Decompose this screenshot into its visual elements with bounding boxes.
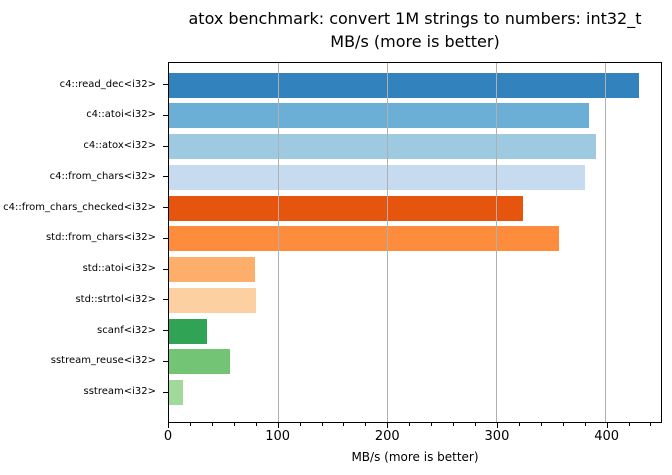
x-minor-tick xyxy=(211,423,213,426)
bar-c4-from-chars-i32- xyxy=(169,164,586,190)
x-minor-tick xyxy=(562,423,564,426)
x-minor-tick xyxy=(365,423,367,426)
bar-c4-read-dec-i32- xyxy=(169,72,639,98)
y-axis-labels: c4::read_dec<i32>c4::atoi<i32>c4::atox<i… xyxy=(0,69,156,407)
y-tick-label: c4::read_dec<i32> xyxy=(59,78,156,90)
bar-c4-from-chars-checked-i32- xyxy=(169,195,523,221)
y-tick-label: c4::from_chars_checked<i32> xyxy=(3,201,156,213)
y-tick-mark xyxy=(163,330,168,332)
bar-row xyxy=(169,254,661,285)
plot-area xyxy=(168,62,662,423)
y-tick-mark xyxy=(163,176,168,178)
gridline-x-300 xyxy=(496,63,498,422)
bar-row xyxy=(169,285,661,316)
y-tick-mark xyxy=(163,237,168,239)
bar-c4-atox-i32- xyxy=(169,134,597,160)
x-minor-tick xyxy=(431,423,433,426)
y-tick-mark xyxy=(163,391,168,393)
x-tick-label: 400 xyxy=(594,429,620,444)
x-major-tick xyxy=(496,423,498,428)
y-tick-mark xyxy=(163,115,168,116)
bar-row xyxy=(169,70,661,101)
x-tick-label: 300 xyxy=(484,429,510,444)
x-minor-tick xyxy=(475,423,477,426)
x-tick-label: 0 xyxy=(163,429,173,444)
x-minor-tick xyxy=(189,423,191,426)
gridline-x-400 xyxy=(605,63,607,422)
x-tick-label: 100 xyxy=(265,429,291,444)
y-tick-mark xyxy=(163,145,168,147)
chart-title-line2: MB/s (more is better) xyxy=(330,32,500,51)
x-major-tick xyxy=(168,423,169,428)
x-major-tick xyxy=(277,423,279,428)
bar-std-atoi-i32- xyxy=(169,257,256,283)
y-tick-mark xyxy=(163,360,168,362)
x-tick-label: 200 xyxy=(374,429,400,444)
bar-scanf-i32- xyxy=(169,318,208,344)
x-minor-tick xyxy=(518,423,520,426)
x-axis-label: MB/s (more is better) xyxy=(351,450,479,464)
y-tick-label: c4::from_chars<i32> xyxy=(49,170,156,182)
bar-row xyxy=(169,193,661,224)
y-tick-label: std::atoi<i32> xyxy=(82,263,156,275)
bar-c4-atoi-i32- xyxy=(169,103,590,129)
x-minor-tick xyxy=(255,423,257,426)
x-minor-tick xyxy=(584,423,586,426)
bar-sstream-reuse-i32- xyxy=(169,349,231,375)
bar-std-from-chars-i32- xyxy=(169,226,559,252)
x-minor-tick xyxy=(299,423,301,426)
y-tick-mark xyxy=(163,84,168,86)
x-axis-tick-labels: 0 100 200 300 400 xyxy=(164,429,662,445)
bar-row xyxy=(169,131,661,162)
x-minor-tick xyxy=(409,423,411,426)
gridline-x-100 xyxy=(277,63,279,422)
x-minor-tick xyxy=(650,423,652,426)
x-minor-tick xyxy=(453,423,455,426)
y-tick-mark xyxy=(163,207,168,209)
y-tick-label: sstream<i32> xyxy=(83,386,156,398)
bar-std-strtol-i32- xyxy=(169,287,257,313)
x-minor-tick xyxy=(628,423,630,426)
bar-row xyxy=(169,347,661,378)
bar-row xyxy=(169,224,661,255)
x-major-tick xyxy=(606,423,608,428)
y-tick-label: std::strtol<i32> xyxy=(75,293,156,305)
x-major-tick xyxy=(387,423,389,428)
y-tick-label: c4::atox<i32> xyxy=(83,140,156,152)
x-minor-tick xyxy=(540,423,542,426)
bars xyxy=(169,70,661,408)
chart-title-line1: atox benchmark: convert 1M strings to nu… xyxy=(188,9,642,28)
y-tick-label: scanf<i32> xyxy=(97,324,156,336)
chart-title: atox benchmark: convert 1M strings to nu… xyxy=(168,7,662,53)
y-tick-label: c4::atoi<i32> xyxy=(86,109,156,121)
x-minor-tick xyxy=(321,423,323,426)
bar-row xyxy=(169,101,661,132)
bar-row xyxy=(169,377,661,408)
x-minor-tick xyxy=(233,423,235,426)
y-tick-mark xyxy=(163,268,168,270)
gridline-x-200 xyxy=(386,63,388,422)
y-tick-label: sstream_reuse<i32> xyxy=(50,355,156,367)
x-minor-tick xyxy=(343,423,345,426)
bar-row xyxy=(169,162,661,193)
y-tick-label: std::from_chars<i32> xyxy=(45,232,156,244)
bar-sstream-i32- xyxy=(169,380,184,406)
bar-row xyxy=(169,316,661,347)
y-tick-mark xyxy=(163,299,168,301)
